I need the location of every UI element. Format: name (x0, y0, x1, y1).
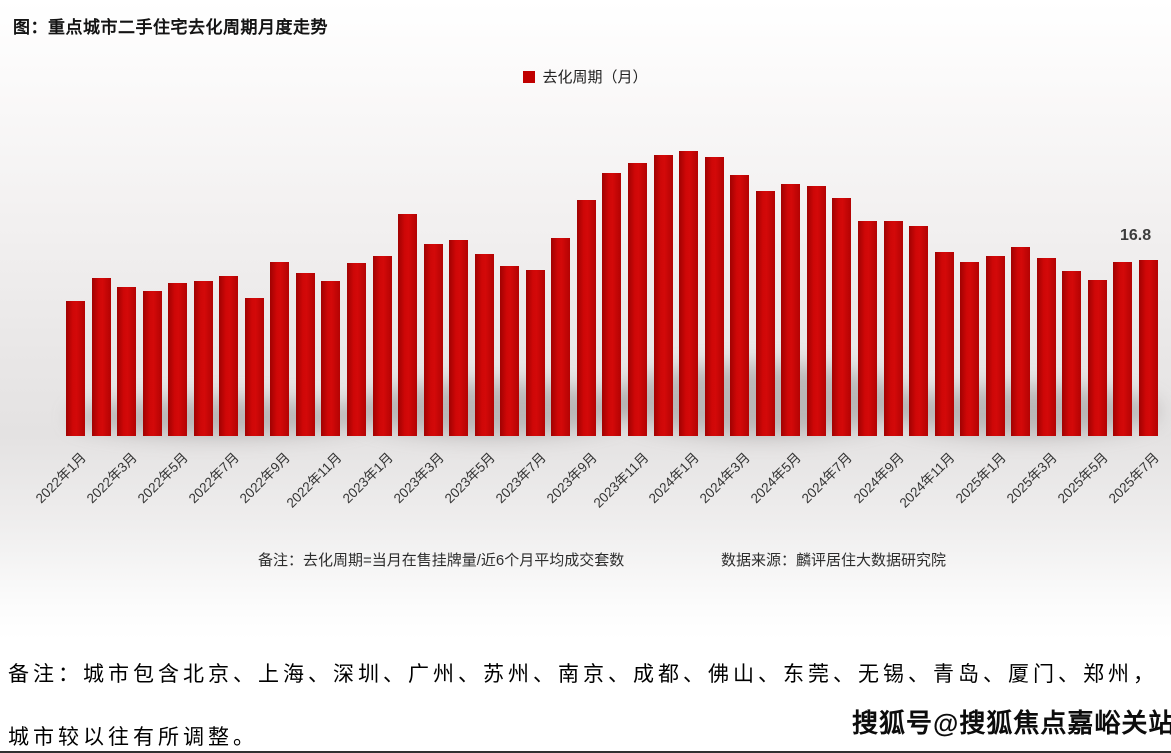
x-tick-label: 2025年5月 (1054, 449, 1111, 507)
chart-data-source: 数据来源：麟评居住大数据研究院 (721, 552, 947, 569)
bar-2025年3月 (1036, 258, 1056, 436)
bar-2022年8月 (244, 298, 264, 436)
bar-2023年7月 (525, 269, 545, 436)
bar-2023年11月 (628, 163, 648, 436)
bar-2022年5月 (168, 283, 188, 436)
x-tick-label: 2022年1月 (32, 449, 89, 507)
x-tick-label: 2023年1月 (339, 449, 396, 507)
bar-2024年4月 (755, 191, 775, 436)
x-tick-label: 2022年5月 (134, 449, 192, 507)
legend-color-swatch-icon (523, 70, 536, 83)
bar-2025年7月 (1138, 260, 1158, 436)
x-tick-label: 2025年3月 (1003, 449, 1060, 507)
x-axis-tick-labels: 2022年1月 2022年3月 2022年5月 2022年7月 2022年9月 2022年… (32, 449, 1163, 511)
x-tick-label: 2022年3月 (83, 449, 141, 507)
bottom-divider-line (0, 751, 1171, 753)
bar-2024年9月 (883, 220, 903, 436)
bar-2022年1月 (66, 301, 85, 436)
bar-2023年6月 (500, 265, 520, 436)
bar-2022年12月 (347, 263, 367, 436)
x-tick-label: 2025年1月 (952, 449, 1009, 507)
bar-2022年3月 (117, 286, 137, 436)
bar-2024年10月 (909, 225, 929, 436)
legend-label: 去化周期（月） (542, 69, 648, 86)
bar-2023年9月 (576, 199, 596, 436)
bar-2022年2月 (91, 278, 111, 436)
bar-2024年12月 (960, 262, 980, 436)
bar-2022年9月 (270, 262, 290, 436)
bottom-note-line-2: 城市较以往有所调整。 (8, 725, 258, 749)
bar-2023年12月 (653, 154, 673, 436)
bar-2022年6月 (193, 281, 213, 436)
bar-chart-plot-area (66, 136, 1158, 436)
bar-2025年5月 (1087, 280, 1107, 436)
x-tick-label: 2024年3月 (696, 449, 754, 507)
x-tick-label: 2023年7月 (492, 449, 549, 507)
bar-2022年4月 (142, 290, 162, 436)
bar-2024年2月 (704, 156, 724, 436)
x-tick-label: 2023年3月 (390, 449, 447, 507)
bar-2023年8月 (551, 238, 571, 436)
last-bar-data-label: 16.8 (1120, 227, 1152, 244)
chart-title: 图：重点城市二手住宅去化周期月度走势 (13, 18, 328, 37)
bar-2025年4月 (1062, 270, 1082, 436)
bar-2023年1月 (372, 256, 392, 436)
chart-footnote: 备注：去化周期=当月在售挂牌量/近6个月平均成交套数 (258, 552, 625, 569)
x-tick-label: 2024年5月 (748, 449, 805, 507)
bar-2022年7月 (219, 276, 239, 436)
x-tick-label: 2022年7月 (185, 449, 243, 507)
bottom-note-line-1: 备注：城市包含北京、上海、深圳、广州、苏州、南京、成都、佛山、东莞、无锡、青岛、… (8, 662, 1158, 686)
bar-2024年1月 (679, 150, 699, 436)
bar-2023年3月 (423, 243, 443, 436)
bar-2023年5月 (474, 254, 494, 436)
x-tick-label: 2025年7月 (1105, 449, 1163, 507)
x-tick-label: 2024年7月 (799, 449, 856, 507)
x-tick-label: 2022年11月 (283, 449, 345, 511)
sohu-watermark: 搜狐号@搜狐焦点嘉峪关站 (852, 708, 1171, 738)
bar-2025年2月 (1011, 246, 1031, 436)
bar-2024年7月 (832, 197, 852, 436)
bar-2023年10月 (602, 172, 622, 436)
bar-2024年5月 (781, 184, 801, 436)
x-tick-label: 2024年1月 (645, 449, 703, 507)
x-tick-label: 2023年5月 (441, 449, 498, 507)
bar-2022年10月 (295, 272, 315, 436)
bar-2024年11月 (934, 251, 954, 436)
bar-2022年11月 (321, 281, 341, 436)
bar-2023年4月 (449, 240, 469, 436)
bar-2025年1月 (985, 256, 1005, 436)
bar-2023年2月 (398, 214, 418, 436)
bar-2025年6月 (1113, 262, 1133, 436)
chart-panel: 图：重点城市二手住宅去化周期月度走势 去化周期（月） 16.8 2022年1月 2… (0, 0, 1171, 640)
bar-2024年3月 (730, 174, 750, 436)
chart-legend: 去化周期（月） (0, 66, 1171, 87)
bar-2024年6月 (806, 186, 826, 436)
bar-2024年8月 (857, 220, 877, 436)
